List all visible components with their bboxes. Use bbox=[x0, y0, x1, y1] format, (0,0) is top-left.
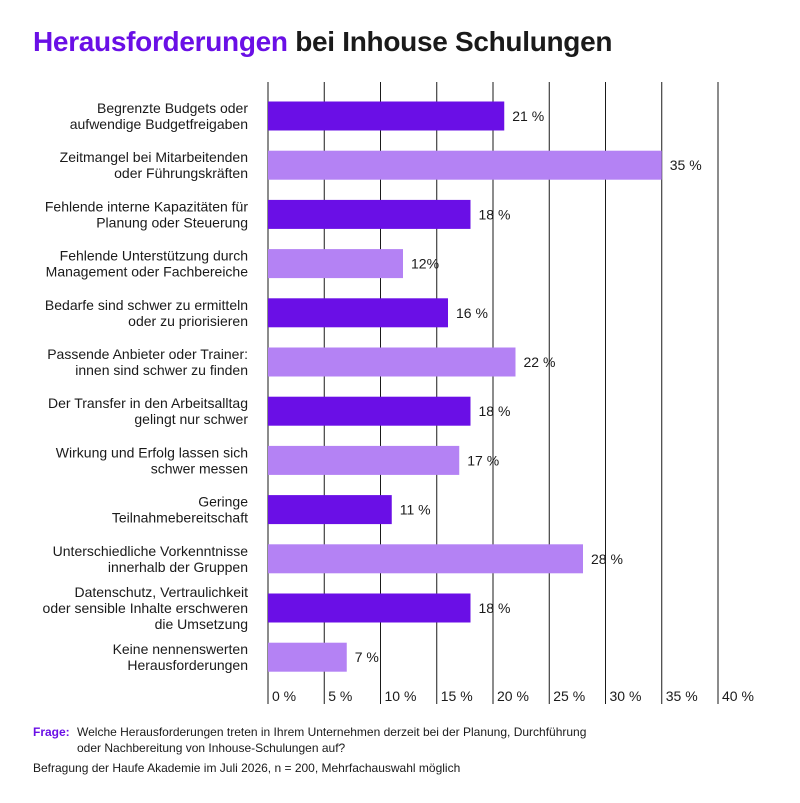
bar bbox=[268, 544, 583, 574]
category-label: Der Transfer in den Arbeitsalltag gelingt… bbox=[48, 395, 248, 427]
category-label: Fehlende Unterstützung durch Management o… bbox=[46, 248, 249, 280]
category-label: Passende Anbieter oder Trainer: innen sin… bbox=[47, 346, 248, 378]
bar bbox=[268, 150, 662, 180]
bar bbox=[268, 642, 347, 672]
value-label: 18 % bbox=[479, 206, 511, 222]
value-label: 35 % bbox=[670, 157, 702, 173]
value-labels: 21 % 35 % 18 % 12% 16 % 22 % 18 % 17 % 11 % 28 % 1… bbox=[355, 108, 702, 665]
x-tick-label: 30 % bbox=[610, 688, 642, 704]
x-tick-label: 40 % bbox=[722, 688, 754, 704]
bars bbox=[268, 101, 662, 672]
value-label: 18 % bbox=[479, 403, 511, 419]
value-label: 28 % bbox=[591, 551, 623, 567]
question-text: Welche Herausforderungen treten in Ihrem… bbox=[77, 724, 586, 756]
title-rest: bei Inhouse Schulungen bbox=[295, 26, 613, 57]
category-label: Begrenzte Budgets oder aufwendige Budgetf… bbox=[70, 100, 249, 132]
value-label: 17 % bbox=[467, 452, 499, 468]
value-label: 11 % bbox=[400, 502, 431, 518]
x-tick-label: 0 % bbox=[272, 688, 296, 704]
question-text-line-1: Welche Herausforderungen treten in Ihrem… bbox=[77, 725, 587, 739]
category-label: Unterschiedliche Vorkenntnisse innerhalb … bbox=[53, 543, 249, 575]
bar bbox=[268, 593, 471, 623]
bar bbox=[268, 347, 516, 377]
bar-chart: Begrenzte Budgets oder aufwendige Budgetf… bbox=[43, 82, 754, 704]
category-label: Zeitmangel bei Mitarbeitenden oder Führun… bbox=[60, 149, 248, 181]
question-text-line-2: oder Nachbereitung von Inhouse-Schulunge… bbox=[77, 741, 346, 755]
bar bbox=[268, 445, 460, 475]
source-note: Befragung der Haufe Akademie im Juli 202… bbox=[33, 761, 461, 775]
value-label: 22 % bbox=[524, 354, 556, 370]
title-highlight: Herausforderungen bbox=[33, 26, 288, 57]
value-label: 12% bbox=[411, 256, 439, 272]
category-label: Datenschutz, Vertraulichkeit oder sensibl… bbox=[43, 584, 249, 632]
x-tick-label: 35 % bbox=[666, 688, 698, 704]
x-tick-label: 25 % bbox=[553, 688, 585, 704]
category-labels: Begrenzte Budgets oder aufwendige Budgetf… bbox=[43, 100, 249, 673]
value-label: 18 % bbox=[479, 600, 511, 616]
value-label: 7 % bbox=[355, 649, 379, 665]
value-label: 21 % bbox=[512, 108, 544, 124]
question-key: Frage: bbox=[33, 725, 70, 739]
question-row: Frage: Welche Herausforderungen treten i… bbox=[33, 724, 586, 756]
category-label: Fehlende interne Kapazitäten für Planung … bbox=[45, 198, 248, 230]
bar bbox=[268, 298, 448, 328]
category-label: Keine nennenswerten Herausforderungen bbox=[113, 641, 248, 673]
x-tick-label: 15 % bbox=[441, 688, 473, 704]
bar bbox=[268, 101, 505, 131]
category-label: Bedarfe sind schwer zu ermitteln oder zu … bbox=[45, 297, 248, 329]
bar bbox=[268, 495, 392, 525]
category-label: Geringe Teilnahmebereitschaft bbox=[112, 494, 248, 526]
chart-footer: Frage: Welche Herausforderungen treten i… bbox=[33, 724, 586, 776]
value-label: 16 % bbox=[456, 305, 488, 321]
category-label: Wirkung und Erfolg lassen sich schwer mes… bbox=[56, 444, 248, 476]
x-tick-label: 10 % bbox=[385, 688, 417, 704]
x-axis-ticks: 0 % 5 % 10 % 15 % 20 % 25 % 30 % 35 % 40 % bbox=[272, 688, 754, 704]
bar bbox=[268, 249, 403, 279]
chart-title: Herausforderungen bei Inhouse Schulungen bbox=[33, 26, 613, 58]
bar bbox=[268, 396, 471, 426]
bar bbox=[268, 199, 471, 229]
x-tick-label: 20 % bbox=[497, 688, 529, 704]
x-tick-label: 5 % bbox=[328, 688, 352, 704]
